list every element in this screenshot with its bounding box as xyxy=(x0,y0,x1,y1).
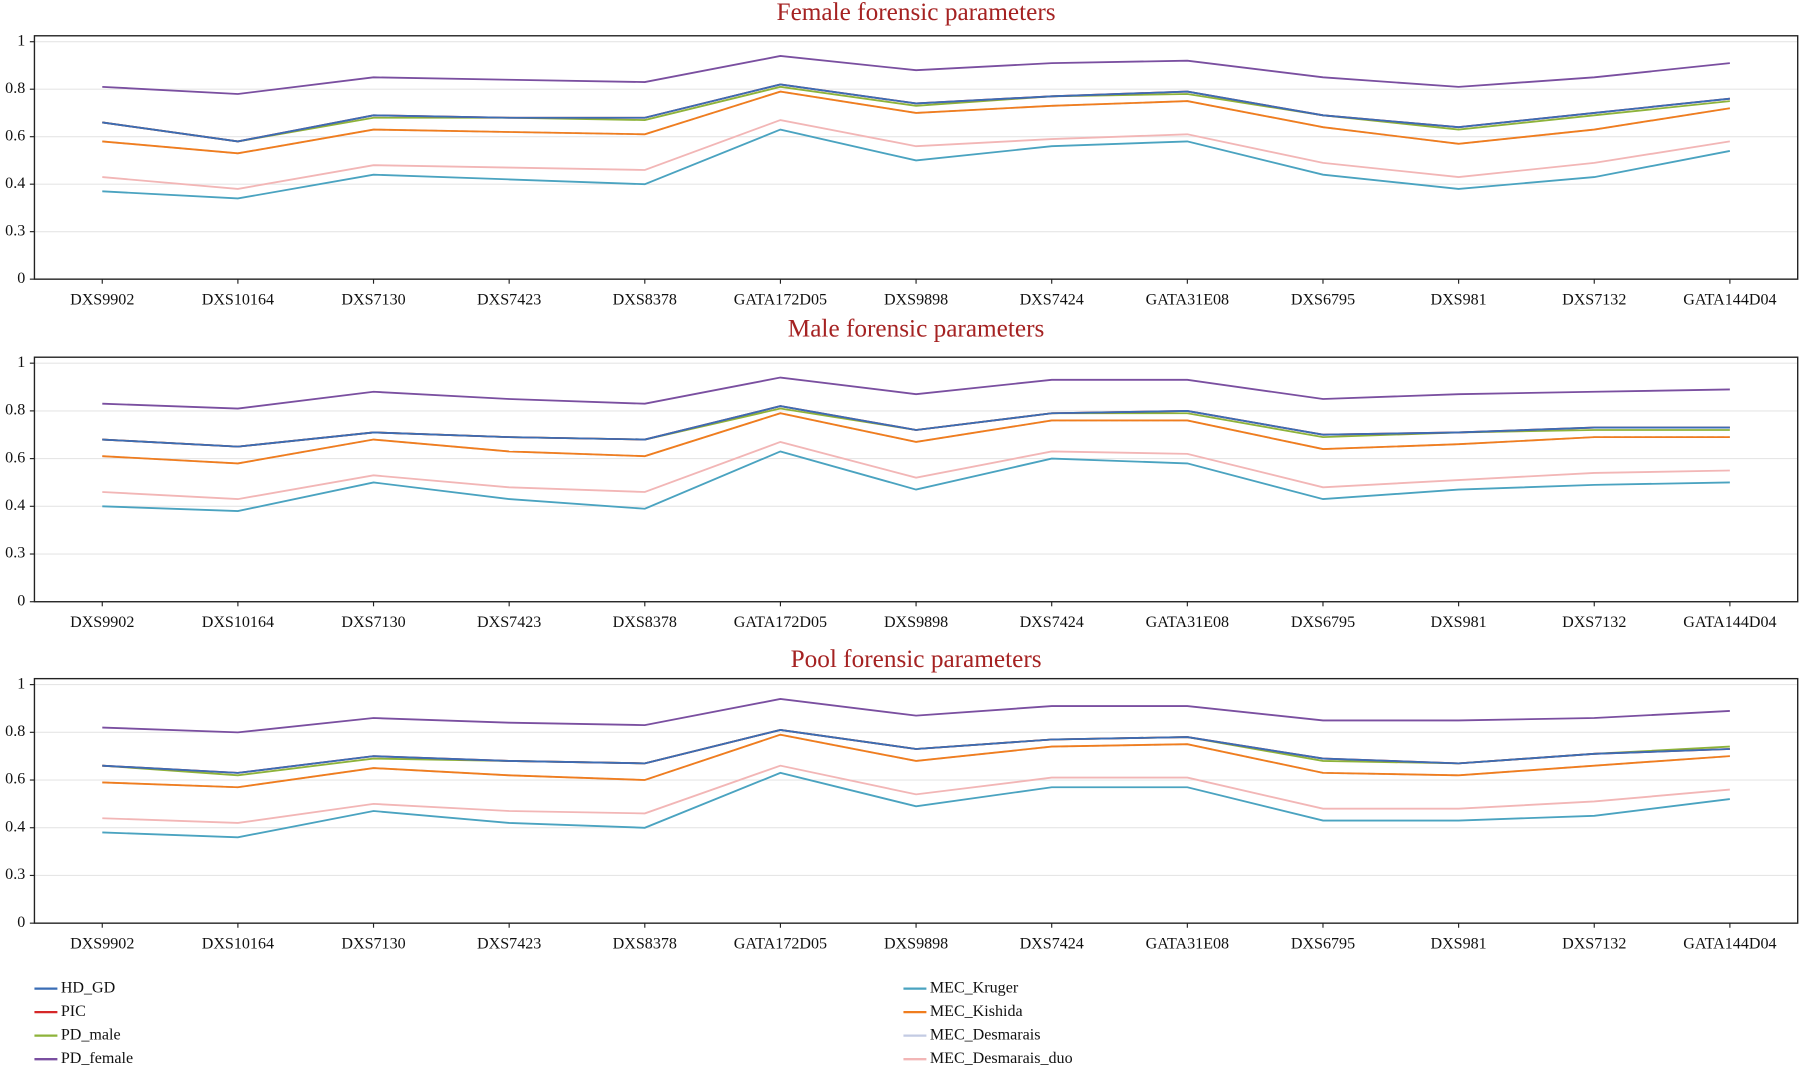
x-tick-label: DXS9898 xyxy=(884,614,948,631)
x-tick-label: GATA31E08 xyxy=(1146,292,1229,309)
x-tick-label: GATA172D05 xyxy=(734,936,827,953)
legend-label: PD_female xyxy=(61,1050,133,1067)
plot-frame xyxy=(33,677,1799,924)
series-line xyxy=(102,55,1730,95)
series-line xyxy=(102,733,1730,789)
y-tick-label: 0.3 xyxy=(5,222,25,239)
chart-title: Female forensic parameters xyxy=(777,0,1056,26)
x-tick-label: DXS981 xyxy=(1430,292,1486,309)
x-tick-label: DXS7132 xyxy=(1562,292,1626,309)
chart-title: Pool forensic parameters xyxy=(791,645,1042,673)
x-tick-label: GATA31E08 xyxy=(1146,936,1229,953)
series-line xyxy=(102,128,1731,200)
y-tick-label: 0.6 xyxy=(5,449,25,466)
x-tick-label: DXS7423 xyxy=(477,936,541,953)
y-tick-label: 0.8 xyxy=(5,80,25,97)
series-line xyxy=(102,405,1730,448)
series-line xyxy=(102,407,1730,448)
y-tick-label: 1 xyxy=(17,32,25,49)
plot-frame xyxy=(33,35,1799,280)
series-line xyxy=(102,405,1730,448)
x-tick-label: GATA172D05 xyxy=(734,292,827,309)
x-tick-label: DXS9902 xyxy=(70,614,134,631)
plot-frame xyxy=(33,356,1799,603)
y-tick-label: 1 xyxy=(17,354,25,371)
series-line xyxy=(102,440,1730,501)
x-tick-label: DXS6795 xyxy=(1291,292,1355,309)
legend-label: MEC_Desmarais_duo xyxy=(930,1050,1073,1067)
x-tick-label: DXS10164 xyxy=(202,936,274,953)
x-tick-label: DXS7130 xyxy=(341,292,405,309)
series-line xyxy=(102,85,1730,143)
chart-title: Male forensic parameters xyxy=(788,315,1045,343)
x-tick-label: DXS9898 xyxy=(884,292,948,309)
x-tick-label: DXS9898 xyxy=(884,936,948,953)
legend-label: MEC_Kishida xyxy=(930,1003,1023,1020)
series-line xyxy=(102,412,1730,465)
y-tick-label: 0.4 xyxy=(5,818,25,835)
series-line xyxy=(102,83,1730,143)
series-line xyxy=(102,729,1730,777)
legend-label: MEC_Desmarais xyxy=(930,1026,1041,1043)
x-tick-label: DXS7424 xyxy=(1020,936,1084,953)
x-tick-label: DXS7423 xyxy=(477,614,541,631)
x-tick-label: DXS7130 xyxy=(341,936,405,953)
y-tick-label: 0.4 xyxy=(5,175,25,192)
y-tick-label: 0.4 xyxy=(5,497,25,514)
y-tick-label: 1 xyxy=(17,675,25,692)
legend-label: MEC_Kruger xyxy=(930,979,1019,996)
y-tick-label: 0.8 xyxy=(5,723,25,740)
x-tick-label: DXS7132 xyxy=(1562,614,1626,631)
x-tick-label: GATA144D04 xyxy=(1683,936,1776,953)
series-line xyxy=(102,771,1730,839)
x-tick-label: DXS7132 xyxy=(1562,936,1626,953)
series-line xyxy=(102,450,1730,512)
y-tick-label: 0.6 xyxy=(5,127,25,144)
x-tick-label: DXS7424 xyxy=(1020,292,1084,309)
series-line xyxy=(102,729,1730,774)
x-tick-label: DXS6795 xyxy=(1291,614,1355,631)
x-tick-label: DXS8378 xyxy=(613,614,677,631)
y-tick-label: 0.3 xyxy=(5,545,25,562)
series-line xyxy=(102,90,1731,155)
x-tick-label: DXS7423 xyxy=(477,292,541,309)
x-tick-label: DXS9902 xyxy=(70,936,134,953)
y-tick-label: 0 xyxy=(17,592,25,609)
series-line xyxy=(102,376,1730,410)
series-line xyxy=(102,412,1730,465)
legend-label: HD_GD xyxy=(61,979,115,996)
y-tick-label: 0.6 xyxy=(5,771,25,788)
series-line xyxy=(102,729,1730,774)
x-tick-label: DXS981 xyxy=(1430,936,1486,953)
x-tick-label: DXS10164 xyxy=(202,292,274,309)
series-line xyxy=(102,764,1730,824)
x-tick-label: DXS7130 xyxy=(341,614,405,631)
x-tick-label: GATA144D04 xyxy=(1683,292,1776,309)
legend-label: PD_male xyxy=(61,1026,121,1043)
x-tick-label: GATA31E08 xyxy=(1146,614,1229,631)
x-tick-label: DXS7424 xyxy=(1020,614,1084,631)
y-tick-label: 0.8 xyxy=(5,402,25,419)
x-tick-label: DXS981 xyxy=(1430,614,1486,631)
y-tick-label: 0 xyxy=(17,270,25,287)
series-line xyxy=(102,119,1731,190)
x-tick-label: DXS9902 xyxy=(70,292,134,309)
y-tick-label: 0.3 xyxy=(5,866,25,883)
x-tick-label: DXS6795 xyxy=(1291,936,1355,953)
x-tick-label: DXS8378 xyxy=(613,936,677,953)
x-tick-label: DXS10164 xyxy=(202,614,274,631)
y-tick-label: 0 xyxy=(17,914,25,931)
legend-label: PIC xyxy=(61,1003,86,1020)
x-tick-label: GATA172D05 xyxy=(734,614,827,631)
series-line xyxy=(102,698,1730,734)
x-tick-label: DXS8378 xyxy=(613,292,677,309)
x-tick-label: GATA144D04 xyxy=(1683,614,1776,631)
